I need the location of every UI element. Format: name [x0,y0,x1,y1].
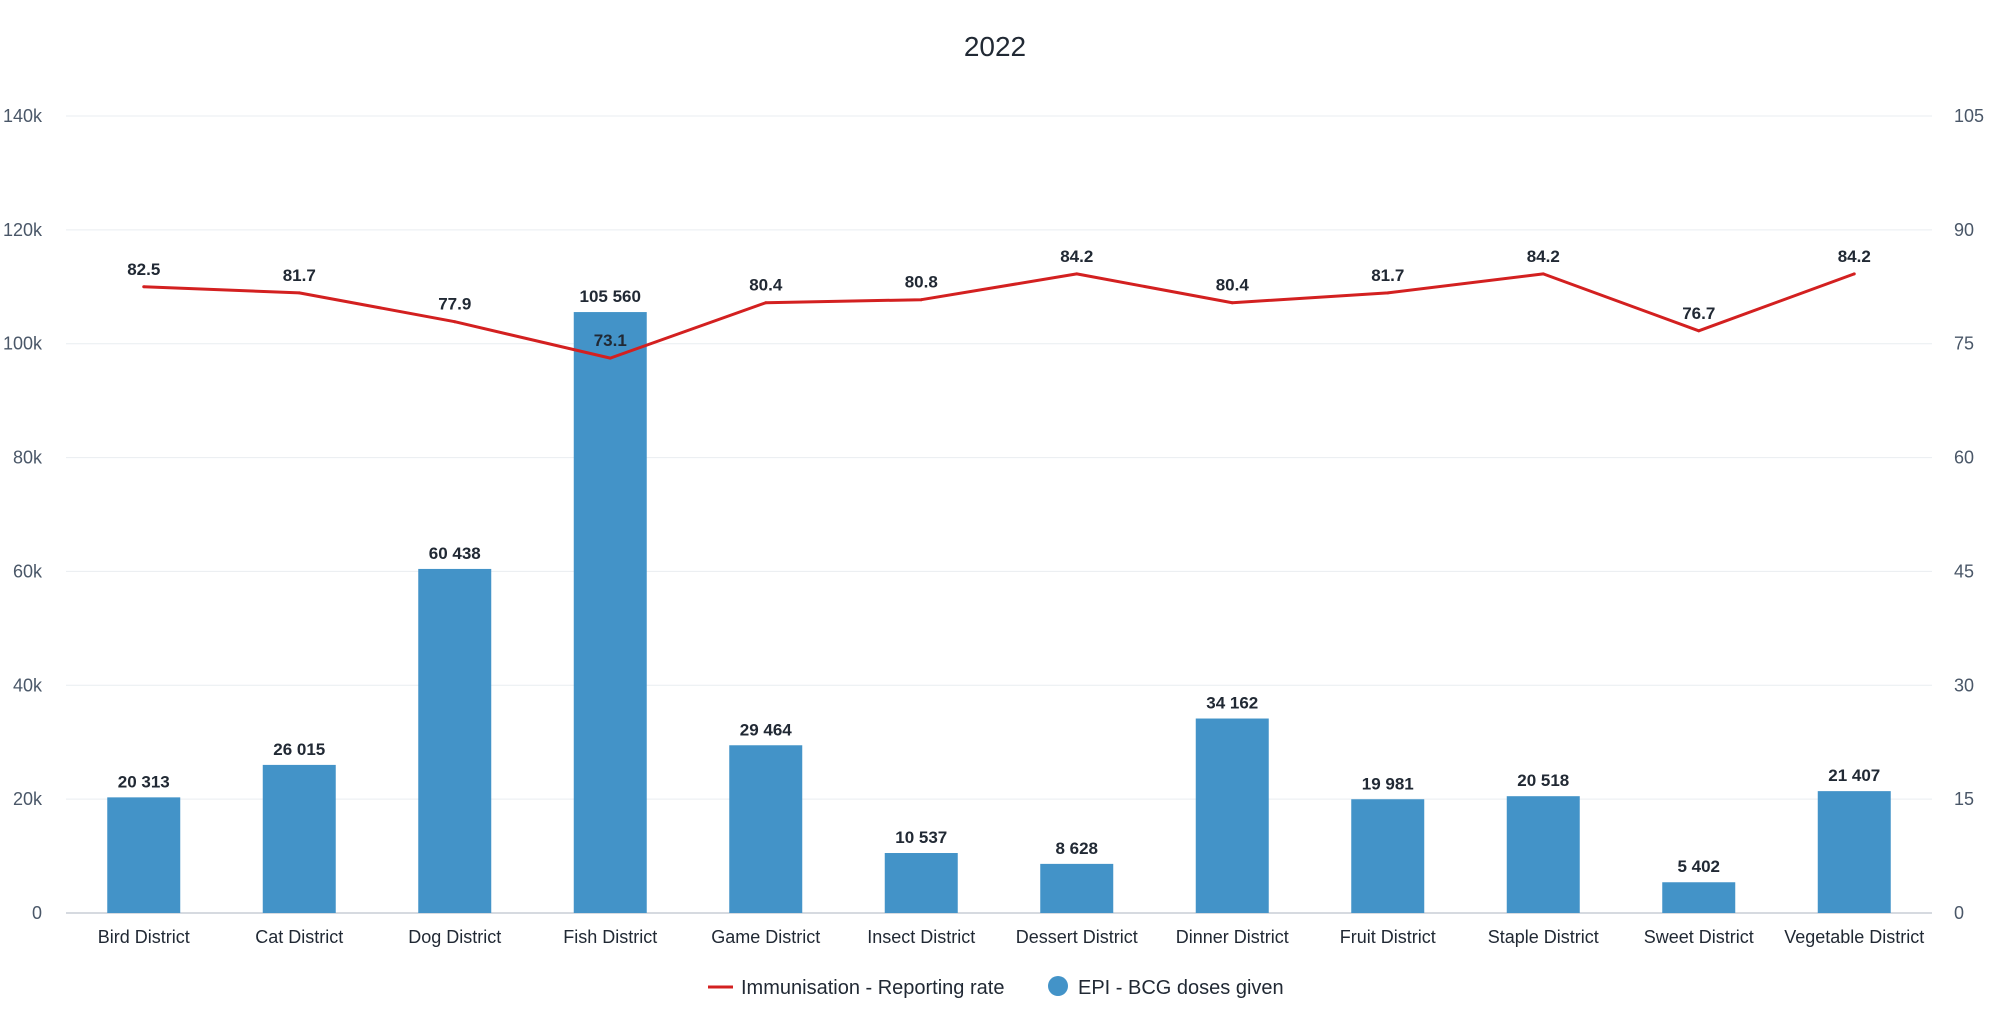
line-series: 82.5 81.7 77.9 73.1 80.4 80.8 84.2 80.4 81.7 84.2… [127,247,1871,360]
bar-series: 20 313 26 015 60 438 105 560 29 464 10 537 8 6… [107,287,1891,913]
line-point[interactable] [142,285,146,289]
line-data-label: 77.9 [438,295,471,314]
bar-data-label: 5 402 [1677,857,1720,876]
line-data-label: 81.7 [1371,266,1404,285]
right-tick-label: 90 [1954,220,1974,240]
bar[interactable] [1506,796,1580,913]
bar-data-label: 105 560 [580,287,641,306]
bar-data-label: 60 438 [429,544,481,563]
x-tick-label: Vegetable District [1784,927,1924,947]
bar[interactable] [418,568,492,913]
bar-data-label: 8 628 [1055,839,1098,858]
line-data-label: 76.7 [1682,304,1715,323]
bar-data-label: 20 313 [118,772,170,791]
legend: Immunisation - Reporting rate EPI - BCG d… [708,976,1284,999]
left-tick-label: 140k [3,106,43,126]
line-point[interactable] [297,291,301,295]
line-data-label: 84.2 [1838,247,1871,266]
line-point[interactable] [1386,291,1390,295]
x-tick-label: Bird District [98,927,190,947]
bar-data-label: 19 981 [1362,774,1414,793]
line-point[interactable] [608,356,612,360]
line-path[interactable] [143,272,1855,360]
line-point[interactable] [1230,301,1234,305]
chart-title: 2022 [964,31,1026,62]
bar-data-label: 20 518 [1517,771,1569,790]
line-point[interactable] [1852,272,1856,276]
bar-data-label: 10 537 [895,828,947,847]
line-data-label: 80.8 [905,273,938,292]
line-data-label: 80.4 [1216,276,1250,295]
line-data-label: 81.7 [283,266,316,285]
left-tick-label: 120k [3,220,43,240]
left-tick-label: 40k [13,675,43,695]
x-tick-label: Dinner District [1176,927,1289,947]
line-point[interactable] [1697,329,1701,333]
line-point[interactable] [919,298,923,302]
line-data-label: 84.2 [1527,247,1560,266]
bar-data-label: 21 407 [1828,766,1880,785]
x-tick-label: Game District [711,927,820,947]
bar[interactable] [884,853,958,913]
line-point[interactable] [1541,272,1545,276]
legend-item-label[interactable]: EPI - BCG doses given [1078,977,1284,999]
line-point[interactable] [1075,272,1079,276]
x-tick-label: Dessert District [1016,927,1138,947]
x-tick-label: Insect District [867,927,975,947]
x-tick-label: Fruit District [1340,927,1436,947]
x-tick-label: Fish District [563,927,657,947]
right-tick-label: 0 [1954,903,1964,923]
x-tick-label: Staple District [1488,927,1599,947]
left-y-axis: 0 20k 40k 60k 80k 100k 120k 140k [3,106,43,923]
left-tick-label: 20k [13,789,43,809]
bar[interactable] [1351,799,1425,913]
right-tick-label: 60 [1954,448,1974,468]
left-tick-label: 0 [32,903,42,923]
bar[interactable] [573,312,647,913]
legend-circle-marker [1048,976,1068,996]
gridlines [66,115,1932,914]
left-tick-label: 100k [3,334,43,354]
line-data-label: 84.2 [1060,247,1093,266]
right-tick-label: 105 [1954,106,1984,126]
right-tick-label: 45 [1954,561,1974,581]
right-tick-label: 30 [1954,675,1974,695]
bar-data-label: 34 162 [1206,694,1258,713]
x-axis: Bird District Cat District Dog District Fis… [98,927,1925,947]
line-data-label: 82.5 [127,260,160,279]
bar[interactable] [107,797,181,913]
legend-item-label[interactable]: Immunisation - Reporting rate [741,977,1004,999]
x-tick-label: Dog District [408,927,501,947]
left-tick-label: 80k [13,448,43,468]
bar[interactable] [1662,882,1736,913]
bar[interactable] [729,745,803,913]
line-point[interactable] [453,320,457,324]
line-point[interactable] [764,301,768,305]
x-tick-label: Sweet District [1644,927,1754,947]
bar-data-label: 26 015 [273,740,325,759]
x-tick-label: Cat District [255,927,343,947]
line-data-label: 80.4 [749,276,783,295]
line-data-label: 73.1 [594,331,627,350]
bar-data-label: 29 464 [740,720,793,739]
right-tick-label: 75 [1954,334,1974,354]
bar[interactable] [1817,791,1891,913]
bar[interactable] [262,764,336,913]
right-tick-label: 15 [1954,789,1974,809]
right-y-axis: 0 15 30 45 60 75 90 105 [1954,106,1984,923]
bar[interactable] [1040,863,1114,913]
left-tick-label: 60k [13,561,43,581]
bar[interactable] [1195,718,1269,913]
